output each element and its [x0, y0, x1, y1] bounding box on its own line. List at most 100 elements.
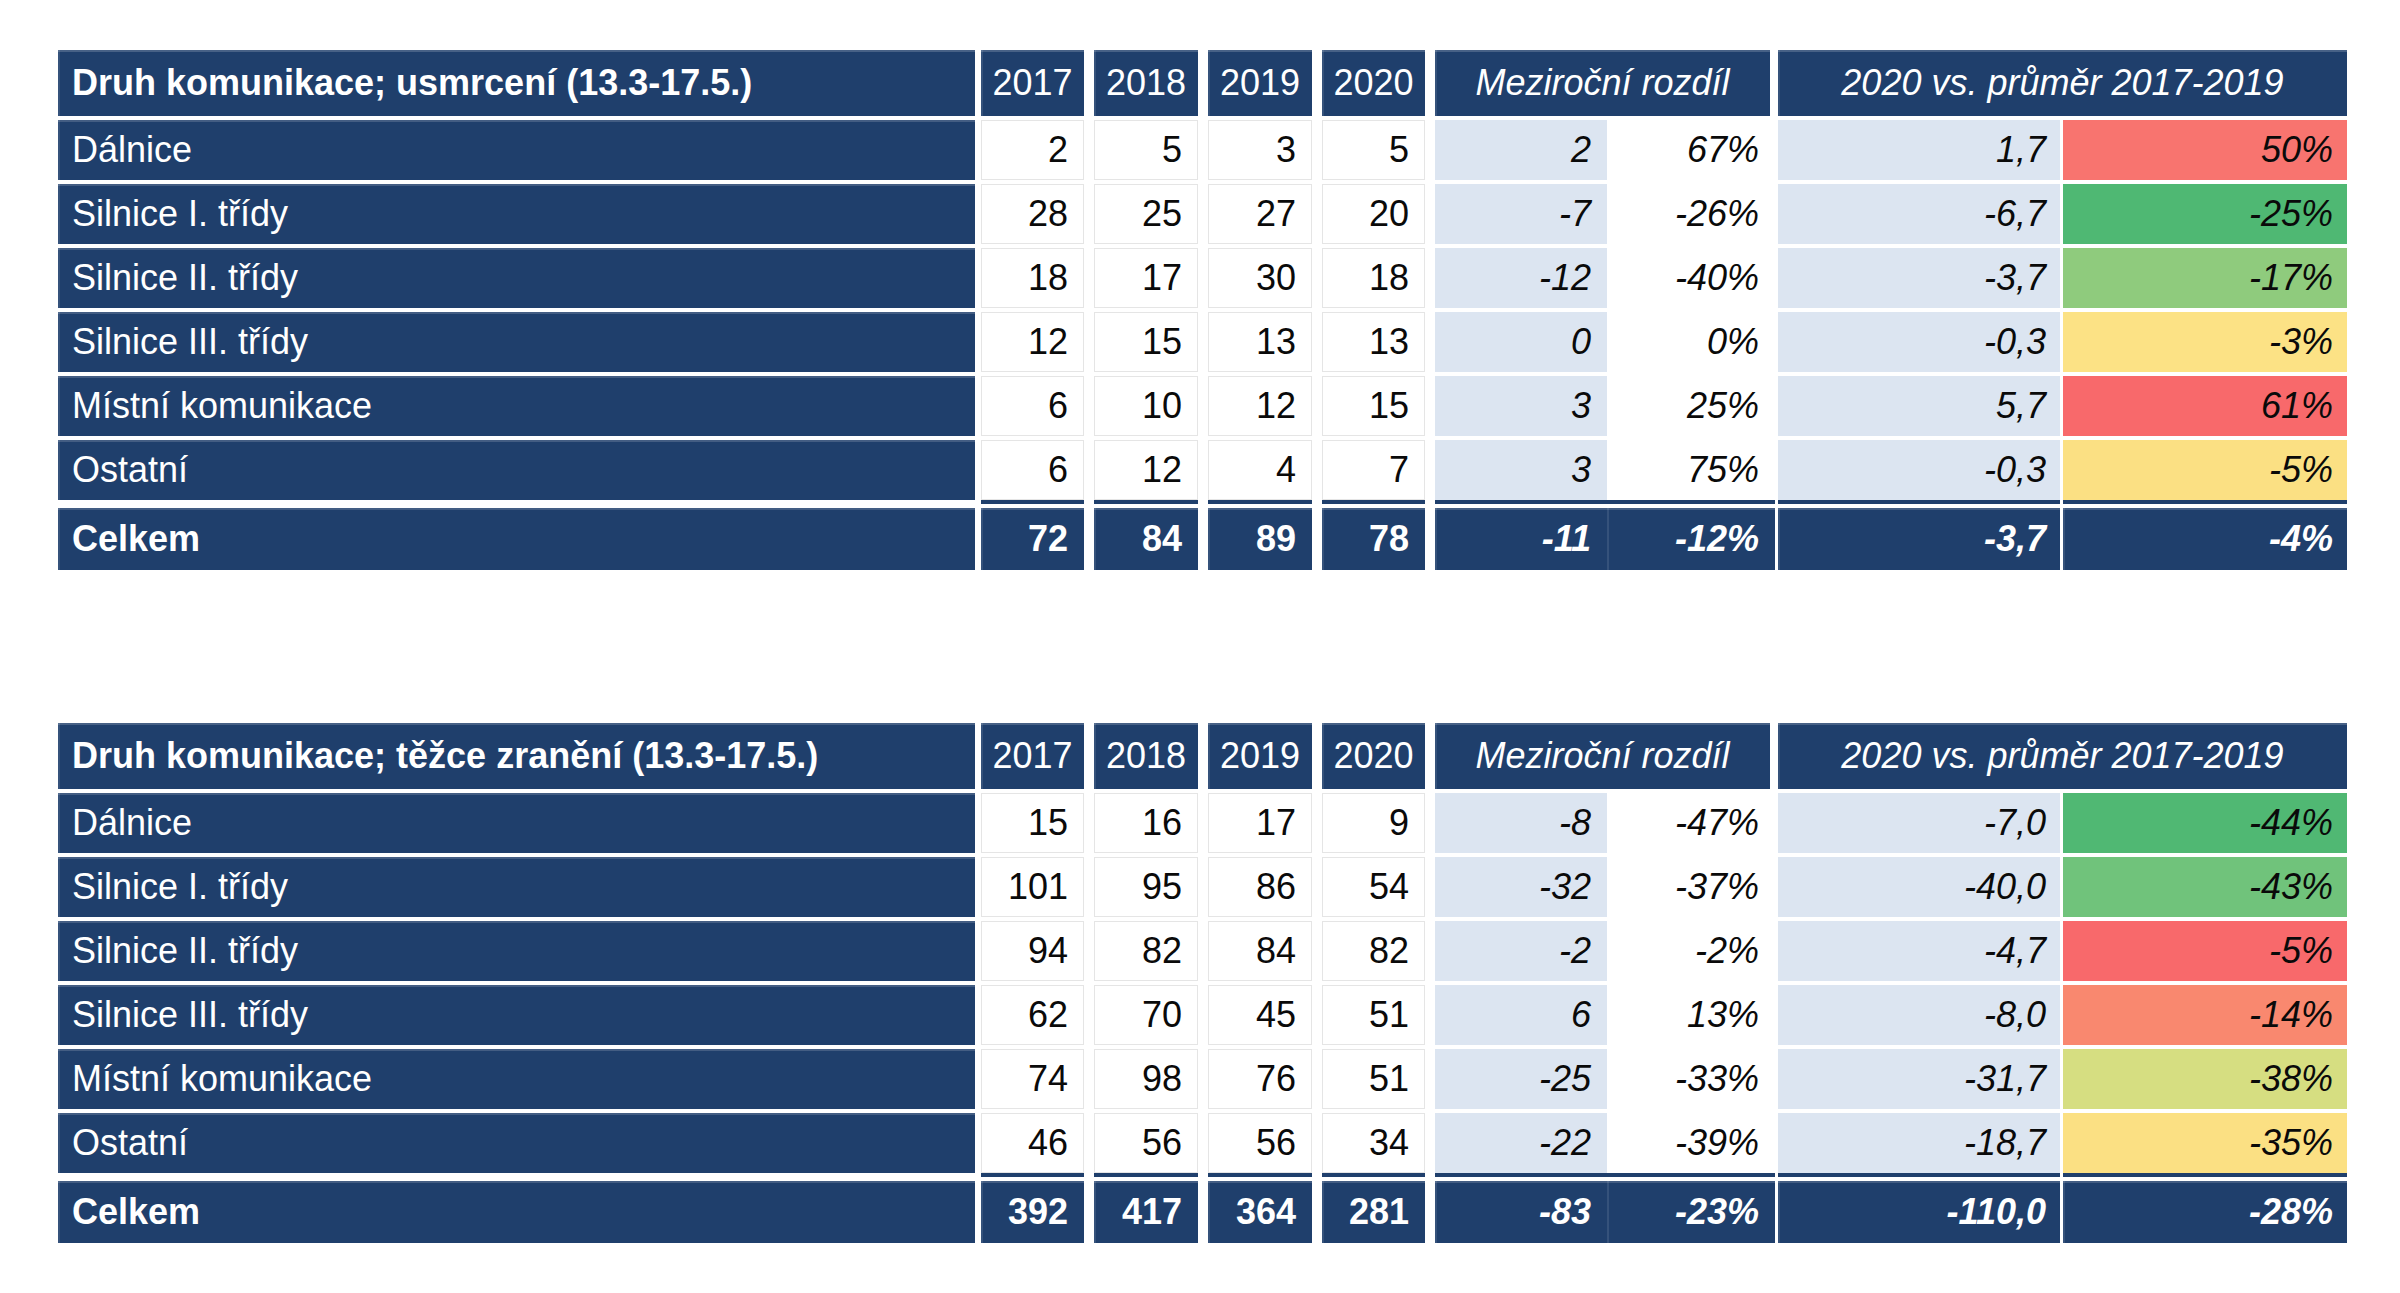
- diff-abs-cell: -12: [1435, 248, 1607, 308]
- table-row: Silnice II. třídy 18 17 30 18 -12 -40% -…: [58, 248, 2347, 308]
- diff-abs-cell: 3: [1435, 376, 1607, 436]
- year-value-cell: 101: [981, 857, 1094, 917]
- row-label-cell: Silnice II. třídy: [58, 921, 981, 981]
- year-value-cell: 54: [1322, 857, 1435, 917]
- diff-abs-cell: -32: [1435, 857, 1607, 917]
- vs-abs-cell: 1,7: [1778, 120, 2063, 180]
- year-value-cell: 20: [1322, 184, 1435, 244]
- total-vs-abs-cell: -3,7: [1778, 508, 2063, 570]
- total-vs-abs-cell: -110,0: [1778, 1181, 2063, 1243]
- year-value-cell: 2: [981, 120, 1094, 180]
- total-diff-abs-cell: -83: [1435, 1181, 1607, 1243]
- year-header-2018: 2018: [1094, 50, 1208, 116]
- total-vs-pct-cell: -28%: [2063, 1181, 2347, 1243]
- vs-abs-cell: -31,7: [1778, 1049, 2063, 1109]
- table-header-row: Druh komunikace; usmrcení (13.3-17.5.) 2…: [58, 50, 2347, 116]
- row-label-cell: Místní komunikace: [58, 376, 981, 436]
- diff-abs-cell: -7: [1435, 184, 1607, 244]
- row-label-cell: Silnice I. třídy: [58, 184, 981, 244]
- table-row: Silnice III. třídy 12 15 13 13 0 0% -0,3…: [58, 312, 2347, 372]
- year-value-cell: 6: [981, 440, 1094, 500]
- diff-abs-cell: -22: [1435, 1113, 1607, 1173]
- total-label-cell: Celkem: [58, 1181, 981, 1243]
- year-value-cell: 17: [1094, 248, 1208, 308]
- year-value-cell: 7: [1322, 440, 1435, 500]
- year-value-cell: 9: [1322, 793, 1435, 853]
- total-year-cell: 392: [981, 1181, 1094, 1243]
- vs-abs-cell: -0,3: [1778, 440, 2063, 500]
- year-value-cell: 56: [1094, 1113, 1208, 1173]
- table-row: Silnice III. třídy 62 70 45 51 6 13% -8,…: [58, 985, 2347, 1045]
- row-label-cell: Dálnice: [58, 793, 981, 853]
- total-year-cell: 84: [1094, 508, 1208, 570]
- diff-abs-cell: -25: [1435, 1049, 1607, 1109]
- total-year-cell: 89: [1208, 508, 1322, 570]
- diff-abs-cell: 6: [1435, 985, 1607, 1045]
- vs-pct-heatmap-cell: -14%: [2063, 985, 2347, 1045]
- year-value-cell: 76: [1208, 1049, 1322, 1109]
- table-row: Silnice I. třídy 28 25 27 20 -7 -26% -6,…: [58, 184, 2347, 244]
- vs-pct-heatmap-cell: -3%: [2063, 312, 2347, 372]
- year-value-cell: 82: [1094, 921, 1208, 981]
- total-year-cell: 364: [1208, 1181, 1322, 1243]
- diff-pct-cell: 67%: [1607, 120, 1778, 180]
- table-row: Dálnice 15 16 17 9 -8 -47% -7,0 -44%: [58, 793, 2347, 853]
- row-label-cell: Silnice III. třídy: [58, 985, 981, 1045]
- vs-pct-heatmap-cell: -43%: [2063, 857, 2347, 917]
- total-divider: [58, 1173, 2347, 1177]
- vs-abs-cell: -6,7: [1778, 184, 2063, 244]
- year-value-cell: 10: [1094, 376, 1208, 436]
- year-value-cell: 86: [1208, 857, 1322, 917]
- year-value-cell: 51: [1322, 1049, 1435, 1109]
- year-value-cell: 62: [981, 985, 1094, 1045]
- row-label-cell: Dálnice: [58, 120, 981, 180]
- vs-pct-heatmap-cell: -17%: [2063, 248, 2347, 308]
- year-value-cell: 74: [981, 1049, 1094, 1109]
- vs-pct-heatmap-cell: 61%: [2063, 376, 2347, 436]
- year-value-cell: 12: [981, 312, 1094, 372]
- total-diff-pct-cell: -23%: [1607, 1181, 1778, 1243]
- total-year-cell: 417: [1094, 1181, 1208, 1243]
- year-value-cell: 98: [1094, 1049, 1208, 1109]
- total-diff-pct-cell: -12%: [1607, 508, 1778, 570]
- vs-pct-heatmap-cell: 50%: [2063, 120, 2347, 180]
- diff-abs-cell: -8: [1435, 793, 1607, 853]
- year-value-cell: 45: [1208, 985, 1322, 1045]
- row-label-cell: Ostatní: [58, 1113, 981, 1173]
- total-year-cell: 72: [981, 508, 1094, 570]
- table-row: Ostatní 46 56 56 34 -22 -39% -18,7 -35%: [58, 1113, 2347, 1173]
- table-fatalities: Druh komunikace; usmrcení (13.3-17.5.) 2…: [58, 50, 2347, 570]
- year-value-cell: 15: [1094, 312, 1208, 372]
- year-value-cell: 70: [1094, 985, 1208, 1045]
- vs-avg-group-header: 2020 vs. průměr 2017-2019: [1778, 50, 2347, 116]
- table-row: Silnice II. třídy 94 82 84 82 -2 -2% -4,…: [58, 921, 2347, 981]
- vs-pct-heatmap-cell: -35%: [2063, 1113, 2347, 1173]
- year-value-cell: 28: [981, 184, 1094, 244]
- year-value-cell: 95: [1094, 857, 1208, 917]
- year-value-cell: 5: [1322, 120, 1435, 180]
- year-header-2017: 2017: [981, 50, 1094, 116]
- vs-abs-cell: -4,7: [1778, 921, 2063, 981]
- diff-abs-cell: 2: [1435, 120, 1607, 180]
- year-value-cell: 6: [981, 376, 1094, 436]
- table-title: Druh komunikace; usmrcení (13.3-17.5.): [58, 50, 981, 116]
- year-header-2019: 2019: [1208, 50, 1322, 116]
- year-value-cell: 46: [981, 1113, 1094, 1173]
- total-year-cell: 281: [1322, 1181, 1435, 1243]
- diff-pct-cell: -26%: [1607, 184, 1778, 244]
- diff-pct-cell: -39%: [1607, 1113, 1778, 1173]
- year-value-cell: 18: [1322, 248, 1435, 308]
- year-value-cell: 4: [1208, 440, 1322, 500]
- diff-group-header: Meziroční rozdíl: [1435, 723, 1778, 789]
- diff-pct-cell: 75%: [1607, 440, 1778, 500]
- table-row: Ostatní 6 12 4 7 3 75% -0,3 -5%: [58, 440, 2347, 500]
- row-label-cell: Ostatní: [58, 440, 981, 500]
- row-label-cell: Silnice I. třídy: [58, 857, 981, 917]
- year-header-2017: 2017: [981, 723, 1094, 789]
- vs-abs-cell: -0,3: [1778, 312, 2063, 372]
- diff-pct-cell: -33%: [1607, 1049, 1778, 1109]
- diff-pct-cell: -47%: [1607, 793, 1778, 853]
- total-vs-pct-cell: -4%: [2063, 508, 2347, 570]
- year-value-cell: 3: [1208, 120, 1322, 180]
- diff-abs-cell: 0: [1435, 312, 1607, 372]
